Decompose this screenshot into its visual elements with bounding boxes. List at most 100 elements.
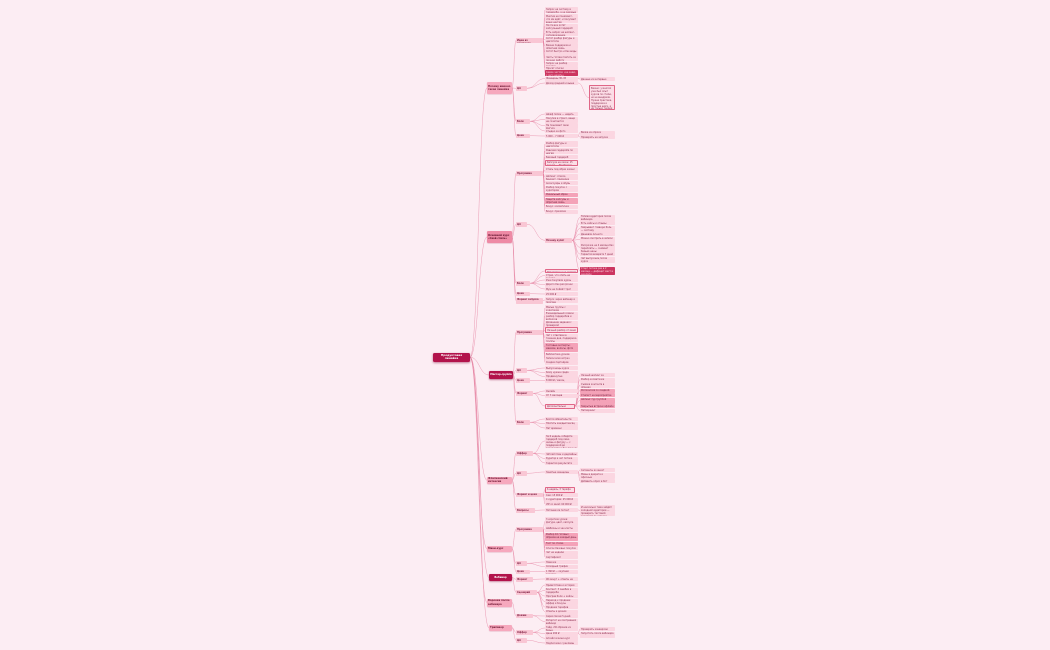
mindmap-node[interactable]: Мамы в декрете и офисные xyxy=(580,472,615,479)
mindmap-node[interactable]: Хотят разбор фигуры и цветотипа xyxy=(545,36,578,43)
mindmap-node[interactable]: Капсула на сезон: 15 вещей — 30 образов xyxy=(545,159,578,166)
mindmap-node[interactable]: Выпускницы курса xyxy=(545,366,578,370)
mindmap-node[interactable]: Шкаф полон — надеть нечего xyxy=(545,112,578,116)
mindmap-node[interactable]: Ревизия гардероба по шагам xyxy=(545,148,578,154)
mindmap-node[interactable]: Цена 290 ₽ xyxy=(545,631,578,636)
mindmap-node[interactable]: Чат на неделю xyxy=(545,550,578,555)
mindmap-node[interactable]: Покупки в стресс, вещи не сочетаются xyxy=(545,116,578,123)
mindmap-node[interactable]: Есть кейсы и отзывы xyxy=(580,221,615,225)
mindmap-node[interactable]: 5 000 – 7 000 ₽ xyxy=(545,134,578,138)
mindmap-node[interactable]: Многие не понимают, что им идёт, и покуп… xyxy=(545,14,578,23)
mindmap-node[interactable]: Важно: у многих уже был опыт курсов по с… xyxy=(589,85,615,110)
mindmap-node[interactable]: Боли xyxy=(516,420,530,425)
mindmap-node[interactable]: Аксессуары и обувь xyxy=(545,181,578,185)
mindmap-node[interactable]: Закрытые встречи офлайн xyxy=(580,404,615,408)
mindmap-node[interactable]: Записи всех встреч xyxy=(545,356,578,361)
mindmap-node[interactable]: Важна поддержка и обратная связь xyxy=(545,43,578,49)
mindmap-node[interactable]: Съёмка контента в образах xyxy=(580,382,615,388)
mindmap-node[interactable]: VIP со мной: 60 000 ₽ xyxy=(545,502,578,506)
mindmap-node[interactable]: Чёткий план и дедлайны xyxy=(545,452,578,456)
mindmap-node[interactable]: Дополнительно можно xyxy=(545,403,575,409)
mindmap-node[interactable]: Проверить конверсию xyxy=(580,627,615,631)
mindmap-node[interactable]: Кому нужна среда xyxy=(545,370,578,375)
mindmap-node[interactable]: Сертификат xyxy=(545,555,578,559)
mindmap-node[interactable]: Шаблоны и чек-листы xyxy=(545,526,578,532)
mindmap-node[interactable]: Добавить опрос в бот xyxy=(580,479,615,483)
mindmap-node[interactable]: Ретаргет на смотревших вебинар xyxy=(545,618,578,625)
mindmap-node[interactable]: Шопинг: список, бюджет, примерка xyxy=(545,174,578,180)
branch-webinar[interactable]: Вебинар xyxy=(489,574,512,581)
mindmap-node[interactable]: Куратор и чат потока xyxy=(545,456,578,461)
mindmap-node[interactable]: Страх, что опять не внедрю xyxy=(545,273,578,278)
mindmap-node[interactable]: Еженедельный созвон: разбор гардеробов и… xyxy=(545,311,578,320)
mindmap-node[interactable]: Нет времени xyxy=(545,426,578,430)
mindmap-node[interactable]: Ответы и дожим xyxy=(545,609,578,614)
mindmap-node[interactable]: Боятся обязательств xyxy=(545,417,578,421)
mindmap-node[interactable]: Стилист на мероприятие xyxy=(580,393,615,397)
mindmap-node[interactable]: Идеи из кастдевов xyxy=(516,38,543,43)
mindmap-node[interactable]: Шопинг-тур группой xyxy=(580,397,615,404)
mindmap-node[interactable]: Самое частое: «не знаю, с чего начать» xyxy=(545,70,578,76)
mindmap-node[interactable]: Приветствие и история xyxy=(545,583,578,587)
mindmap-node[interactable]: Часть готова платить за личную работу xyxy=(545,55,578,61)
mindmap-node[interactable]: От 3 месяцев xyxy=(545,393,578,398)
mindmap-node[interactable]: Личный шопинг за доплату xyxy=(580,373,615,377)
mindmap-node[interactable]: Оффер xyxy=(516,451,533,456)
mindmap-node[interactable]: Женщины 30–45 xyxy=(545,76,578,81)
mindmap-node[interactable]: За 6 недель соберёте гардероб под свою ж… xyxy=(545,434,578,448)
mindmap-node[interactable]: Занятые женщины xyxy=(545,470,578,474)
mindmap-node[interactable]: Цена xyxy=(516,291,530,296)
mindmap-node[interactable]: Сценарий xyxy=(516,590,537,595)
mindmap-node[interactable]: Дожим xyxy=(516,613,533,618)
mindmap-node[interactable]: Данные из интервью xyxy=(580,77,615,81)
mindmap-node[interactable]: 1 990 ₽ — окупаем рекламу xyxy=(545,569,578,574)
mindmap-node[interactable]: Тёплая аудитория после вебинара xyxy=(580,214,615,221)
mindmap-node[interactable]: Чат с ответами в течение дня, поддержка … xyxy=(545,333,578,342)
mindmap-node[interactable]: Финальный образ xyxy=(545,192,578,197)
mindmap-node[interactable]: Программа xyxy=(516,330,543,335)
mindmap-node[interactable]: Цена xyxy=(516,133,530,138)
mindmap-node[interactable]: Нетворкинг xyxy=(580,408,615,413)
mindmap-node[interactable]: Запуск через вебинар и прогрев xyxy=(545,297,578,303)
mindmap-node[interactable]: Новички xyxy=(545,560,578,564)
branch-tripwire[interactable]: Трипваер xyxy=(489,624,512,631)
mindmap-node[interactable]: Почти все хотят капсульный гардероб xyxy=(545,23,578,30)
mindmap-node[interactable]: 90 минут + ответы на вопросы xyxy=(545,577,578,581)
mindmap-node[interactable]: Холодный трафик xyxy=(545,564,578,569)
mindmap-node[interactable]: Тест по стилю xyxy=(545,541,578,546)
mindmap-node[interactable]: Онлайн xyxy=(545,389,578,393)
mindmap-node[interactable]: Закрывает главную боль — систему xyxy=(580,225,615,232)
mindmap-node[interactable]: Гарантия результата xyxy=(545,461,578,465)
mindmap-node[interactable]: 6 недель, 3 тарифа xyxy=(545,486,575,493)
mindmap-node[interactable]: Уже покупали курсы xyxy=(545,278,578,282)
mindmap-node[interactable]: Доход средний и выше xyxy=(545,81,578,85)
mindmap-node[interactable]: Формат xyxy=(516,391,533,396)
mindmap-node[interactable]: Платить каждый месяц xyxy=(545,421,578,426)
mindmap-node[interactable]: Запрос на разбор покупок xyxy=(545,61,578,66)
mindmap-node[interactable]: Прогрев боли + кейсы xyxy=(545,594,578,598)
mindmap-node[interactable]: Разбор фигуры и цветотипа xyxy=(545,141,578,147)
mindmap-node[interactable]: Сам: 15 000 ₽ xyxy=(545,493,578,497)
mindmap-node[interactable]: Разбор покупок с куратором xyxy=(545,185,578,192)
mindmap-node[interactable]: Боли xyxy=(516,281,530,286)
mindmap-node[interactable]: Вилка из опроса xyxy=(580,130,615,135)
branch-master-group[interactable]: Мастер-группа xyxy=(489,371,513,379)
mindmap-node[interactable]: 8 000 ₽ / месяц xyxy=(545,378,578,383)
mindmap-node[interactable]: 25 000 ₽ xyxy=(545,292,578,296)
mindmap-node[interactable]: Подписчики с рекламы xyxy=(545,641,578,645)
mindmap-node[interactable]: ЦА xyxy=(516,471,527,476)
mindmap-node[interactable]: Потянем ли поток? xyxy=(545,508,578,512)
mindmap-node[interactable]: 3 коротких урока: фигура, цвет, капсула xyxy=(545,517,578,526)
mindmap-node[interactable]: Домашние задания с проверкой xyxy=(545,320,578,327)
mindmap-node[interactable]: Разбор косметички xyxy=(580,377,615,382)
mindmap-node[interactable]: Сегменты из анкет xyxy=(580,468,615,472)
mindmap-node[interactable]: Формат запуска xyxy=(516,297,543,304)
mindmap-node[interactable]: Цена xyxy=(516,378,530,383)
mindmap-node[interactable]: ЦА xyxy=(516,561,527,566)
branch-why[interactable]: Почему именно такая линейка xyxy=(487,82,512,94)
mindmap-node[interactable]: Нет времени на долгий курс xyxy=(545,269,578,273)
central-topic[interactable]: Продуктовая линейка xyxy=(433,352,470,362)
mindmap-node[interactable]: С куратором: 25 000 ₽ xyxy=(545,497,578,502)
mindmap-node[interactable]: Хотят быстро и без воды xyxy=(545,49,578,55)
